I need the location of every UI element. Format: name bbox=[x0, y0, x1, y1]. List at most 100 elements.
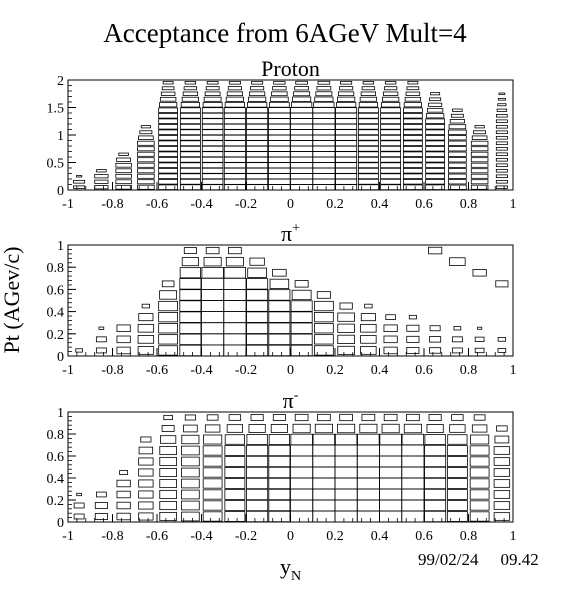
bin-box bbox=[180, 102, 200, 108]
x-tick-label: 0.8 bbox=[460, 197, 478, 212]
bin-box bbox=[290, 178, 314, 185]
bin-box bbox=[406, 335, 420, 343]
bin-box bbox=[161, 425, 175, 432]
y-tick-label: 0.2 bbox=[47, 494, 65, 509]
island-box bbox=[472, 269, 487, 277]
bin-box bbox=[183, 86, 198, 91]
x-tick-label: 1 bbox=[510, 197, 517, 212]
bin-box bbox=[335, 107, 358, 114]
bin-box bbox=[223, 151, 246, 158]
bin-box bbox=[357, 140, 379, 147]
bin-box bbox=[403, 146, 423, 152]
bin-box bbox=[312, 129, 336, 136]
bin-box bbox=[448, 162, 467, 168]
bin-box bbox=[159, 489, 177, 500]
bin-box bbox=[470, 168, 489, 174]
bin-box bbox=[223, 266, 247, 279]
bin-box bbox=[451, 414, 464, 421]
bin-box bbox=[425, 173, 445, 179]
bin-box bbox=[268, 129, 291, 136]
bin-box bbox=[290, 433, 313, 446]
bin-box bbox=[159, 445, 177, 456]
x-tick-label: 0.2 bbox=[326, 529, 344, 544]
bin-box bbox=[406, 413, 420, 422]
bin-box bbox=[224, 467, 246, 478]
bin-box bbox=[316, 86, 332, 91]
bin-box bbox=[269, 101, 290, 108]
bin-box bbox=[379, 477, 403, 490]
bin-box bbox=[137, 157, 155, 163]
bin-box bbox=[159, 290, 178, 300]
bin-box bbox=[338, 91, 355, 97]
bin-box bbox=[425, 118, 445, 124]
bin-box bbox=[334, 455, 358, 468]
bin-box bbox=[179, 151, 201, 158]
bin-box bbox=[383, 86, 398, 91]
bin-box bbox=[312, 488, 336, 501]
bin-box bbox=[424, 510, 447, 523]
bin-box bbox=[448, 179, 467, 185]
bin-box bbox=[493, 512, 511, 521]
bin-box bbox=[401, 477, 425, 490]
panel-title: Proton bbox=[261, 56, 320, 81]
bin-box bbox=[202, 489, 223, 500]
bin-box bbox=[181, 500, 200, 511]
bin-box bbox=[158, 151, 178, 157]
bin-box bbox=[159, 102, 178, 108]
bin-box bbox=[448, 146, 467, 152]
bin-box bbox=[424, 455, 447, 468]
bin-box bbox=[337, 334, 355, 344]
bin-box bbox=[161, 280, 175, 288]
x-tick-label: -1 bbox=[62, 363, 74, 378]
bin-box bbox=[246, 322, 269, 334]
bin-box bbox=[158, 157, 178, 163]
bin-box bbox=[335, 173, 358, 180]
bin-box bbox=[201, 118, 224, 125]
y-tick-label: 0 bbox=[57, 516, 64, 531]
bin-box bbox=[357, 118, 379, 125]
bin-box bbox=[292, 96, 312, 102]
x-tick-label: -0.6 bbox=[146, 363, 168, 378]
bin-box bbox=[403, 107, 423, 113]
bin-box bbox=[201, 288, 225, 301]
bin-box bbox=[424, 434, 446, 445]
bin-box bbox=[403, 151, 423, 157]
bin-box bbox=[494, 435, 510, 444]
bin-box bbox=[428, 414, 442, 421]
bin-box bbox=[314, 345, 334, 356]
bin-box bbox=[334, 477, 358, 490]
x-tick-label: 0.6 bbox=[415, 363, 433, 378]
bin-box bbox=[312, 510, 336, 523]
bin-box bbox=[201, 129, 224, 136]
bin-box bbox=[268, 134, 291, 141]
bin-box bbox=[425, 146, 445, 152]
bin-box bbox=[469, 500, 490, 511]
bin-box bbox=[246, 134, 269, 141]
bin-box bbox=[158, 334, 178, 345]
bin-box bbox=[381, 102, 401, 108]
bin-box bbox=[406, 346, 420, 354]
bin-box bbox=[493, 479, 511, 488]
bin-box bbox=[181, 511, 200, 522]
bin-box bbox=[312, 184, 336, 191]
bin-box bbox=[290, 322, 313, 334]
bin-box bbox=[401, 499, 425, 512]
bin-box bbox=[425, 135, 445, 141]
bin-box bbox=[223, 178, 246, 185]
bin-box bbox=[246, 173, 269, 180]
x-tick-label: -0.4 bbox=[190, 197, 212, 212]
bin-box bbox=[471, 424, 488, 433]
bin-box bbox=[290, 162, 314, 169]
bin-box bbox=[158, 140, 178, 146]
bin-box bbox=[401, 488, 425, 501]
bin-box bbox=[312, 433, 336, 446]
bin-box bbox=[179, 311, 202, 323]
bin-box bbox=[75, 348, 83, 353]
bin-box bbox=[96, 491, 107, 498]
bin-box bbox=[340, 80, 353, 85]
bin-box bbox=[246, 123, 269, 130]
bin-box bbox=[181, 489, 200, 500]
bin-box bbox=[497, 97, 506, 101]
bin-box bbox=[314, 323, 334, 334]
